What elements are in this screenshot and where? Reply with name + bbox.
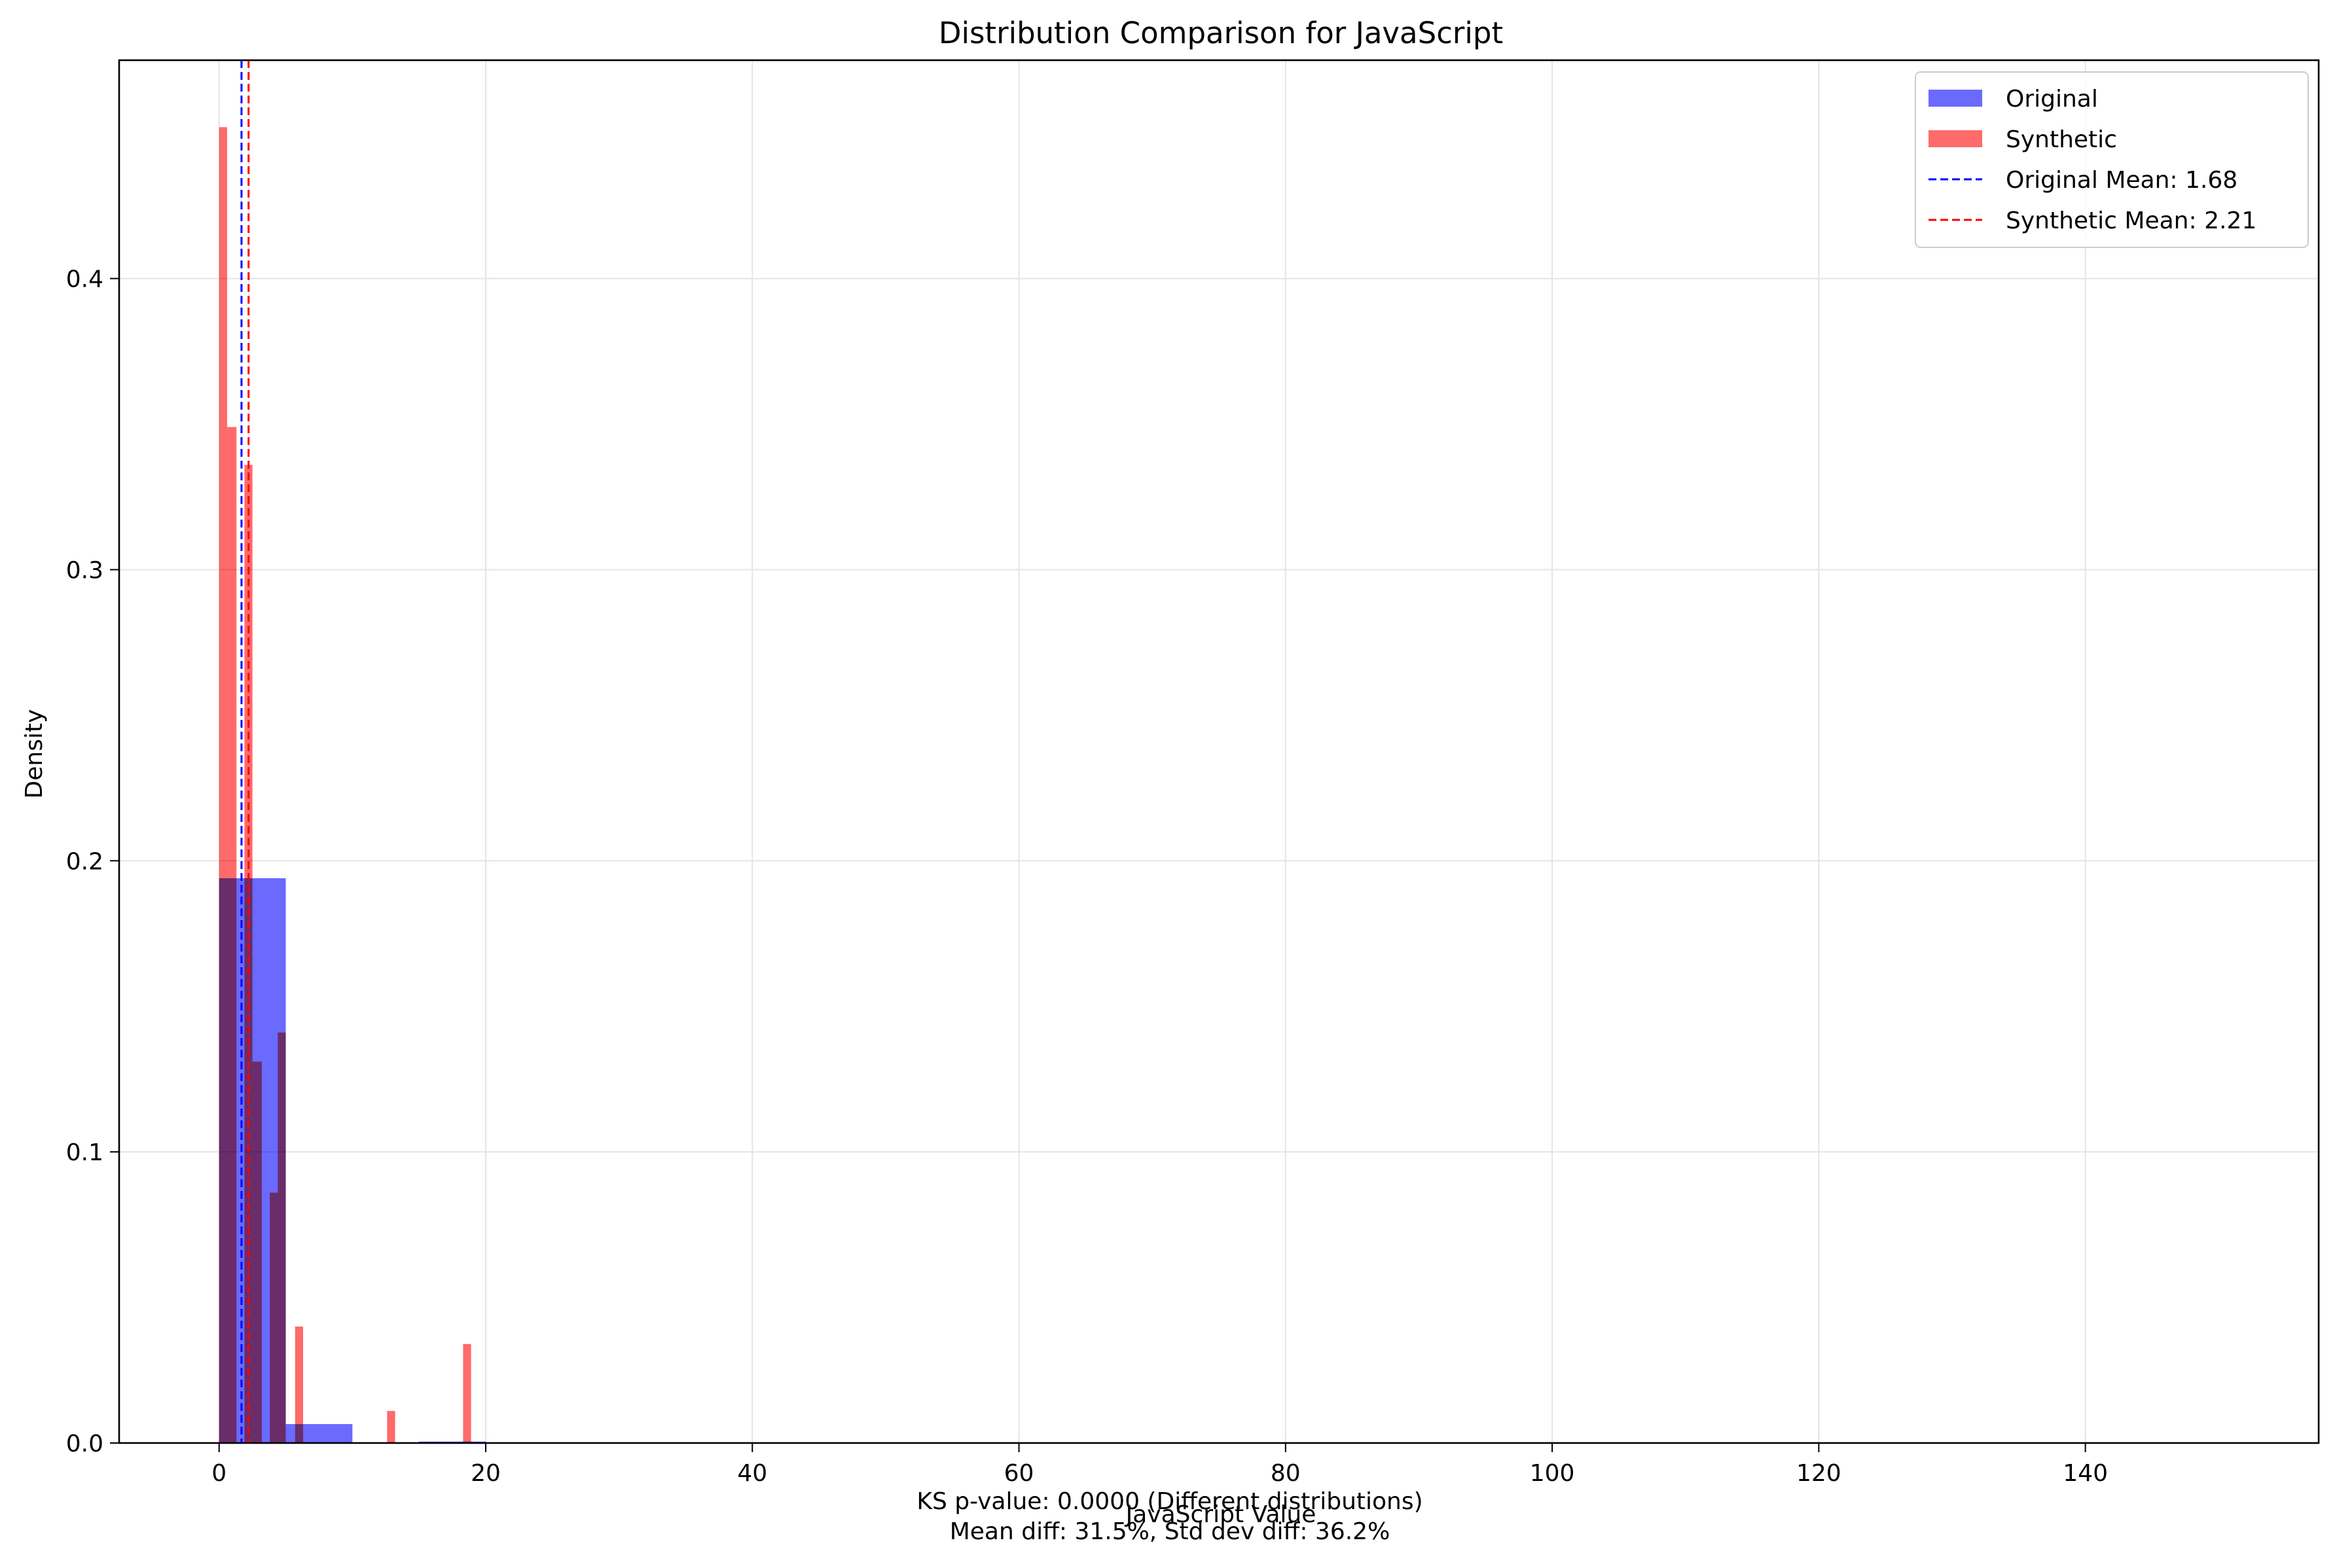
mean-lines xyxy=(240,60,250,1443)
legend-swatch xyxy=(1929,90,1982,107)
x-tick-label: 20 xyxy=(471,1460,501,1487)
synthetic-bar xyxy=(278,1032,286,1443)
x-tick-label: 120 xyxy=(1796,1460,1841,1487)
synthetic-bar xyxy=(219,127,227,1443)
synthetic-bar xyxy=(244,465,253,1443)
legend-label: Synthetic Mean: 2.21 xyxy=(2006,207,2256,234)
chart-title: Distribution Comparison for JavaScript xyxy=(939,16,1503,50)
x-tick-label: 140 xyxy=(2063,1460,2108,1487)
synthetic-bar xyxy=(463,1344,471,1443)
y-axis-label: Density xyxy=(21,709,48,799)
y-tick-label: 0.3 xyxy=(66,557,103,584)
x-tick-label: 0 xyxy=(211,1460,226,1487)
x-axis-ticks: 0 20 40 60 80 100 120 140 xyxy=(211,1443,2108,1487)
synthetic-bar xyxy=(295,1327,304,1443)
legend-swatch xyxy=(1929,130,1982,147)
x-tick-label: 40 xyxy=(737,1460,767,1487)
histogram-bars xyxy=(219,127,486,1444)
y-tick-label: 0.4 xyxy=(66,266,103,293)
synthetic-bar xyxy=(387,1411,395,1443)
legend-label: Original xyxy=(2006,86,2098,113)
x-tick-label: 100 xyxy=(1530,1460,1575,1487)
x-tick-label: 80 xyxy=(1271,1460,1301,1487)
legend-label: Synthetic xyxy=(2006,126,2117,153)
y-axis-ticks: 0.0 0.1 0.2 0.3 0.4 xyxy=(66,266,119,1457)
x-axis-label: JavaScript Value xyxy=(1125,1501,1316,1528)
plot-frame xyxy=(118,59,2320,1444)
y-tick-label: 0.0 xyxy=(66,1431,103,1457)
synthetic-bar xyxy=(270,1192,278,1443)
y-tick-label: 0.1 xyxy=(66,1139,103,1166)
synthetic-bar xyxy=(226,427,237,1444)
legend-box xyxy=(1915,71,2309,248)
y-tick-label: 0.2 xyxy=(66,848,103,875)
legend: Original Synthetic Original Mean: 1.68 Synt… xyxy=(1915,71,2309,248)
x-tick-label: 60 xyxy=(1004,1460,1034,1487)
mean-diff-annotation: Mean diff: 31.5%, Std dev diff: 36.2% xyxy=(950,1518,1390,1545)
synthetic-bar xyxy=(252,1061,262,1443)
ks-annotation: KS p-value: 0.0000 (Different distributi… xyxy=(916,1488,1422,1515)
legend-label: Original Mean: 1.68 xyxy=(2006,167,2237,194)
